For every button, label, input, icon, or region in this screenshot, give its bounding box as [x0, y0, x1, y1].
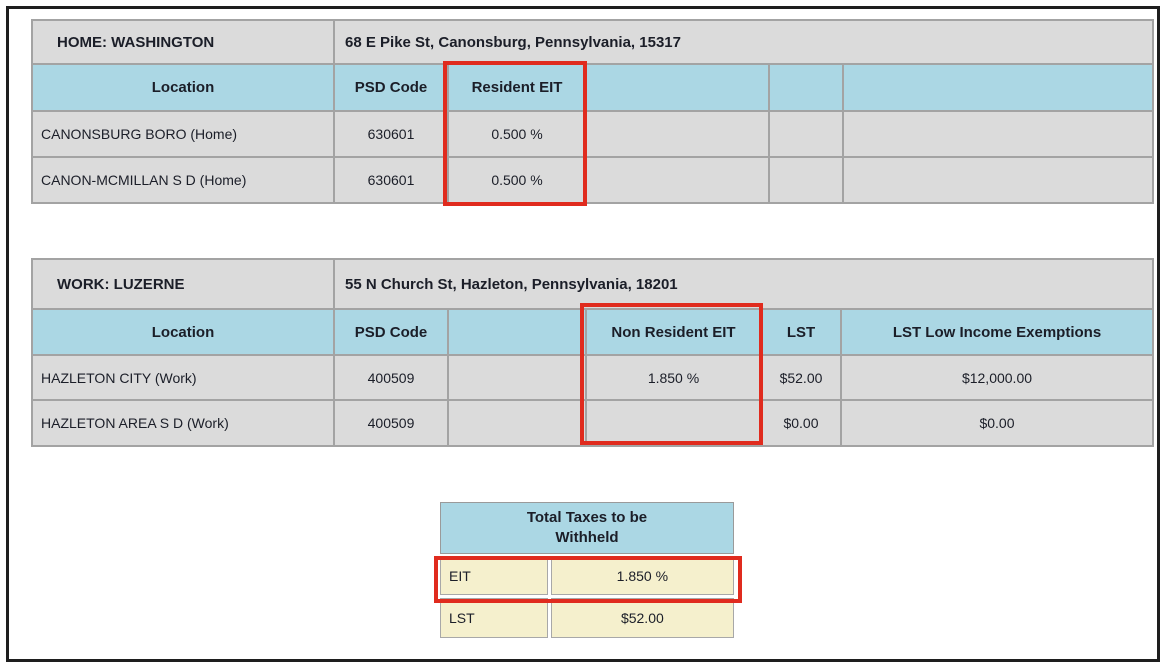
table-row: HAZLETON AREA S D (Work) 400509 $0.00 $0…: [31, 399, 1154, 447]
home-row2-psd-code: 630601: [333, 156, 449, 204]
home-header-row: Location PSD Code Resident EIT: [31, 63, 1154, 112]
work-row1-location: HAZLETON CITY (Work): [31, 354, 335, 401]
work-row2-non-resident-eit: [585, 399, 762, 447]
home-section-label: HOME: WASHINGTON: [31, 19, 335, 65]
home-row2-empty-3: [842, 156, 1154, 204]
home-row2-empty-2: [768, 156, 844, 204]
home-header-location: Location: [31, 63, 335, 112]
work-row1-psd-code: 400509: [333, 354, 449, 401]
work-header-row: Location PSD Code Non Resident EIT LST L…: [31, 308, 1154, 356]
totals-header-row: Total Taxes to be Withheld: [440, 502, 734, 554]
home-header-empty-3: [842, 63, 1154, 112]
work-address: 55 N Church St, Hazleton, Pennsylvania, …: [333, 258, 1154, 310]
work-section-label: WORK: LUZERNE: [31, 258, 335, 310]
work-row2-lst: $0.00: [760, 399, 842, 447]
home-header-empty-2: [768, 63, 844, 112]
home-row1-empty-3: [842, 110, 1154, 158]
home-row1-empty-2: [768, 110, 844, 158]
totals-title: Total Taxes to be Withheld: [440, 502, 734, 554]
work-row2-location: HAZLETON AREA S D (Work): [31, 399, 335, 447]
work-row2-lst-exemptions: $0.00: [840, 399, 1154, 447]
home-row2-location: CANON-MCMILLAN S D (Home): [31, 156, 335, 204]
home-row1-empty-1: [585, 110, 770, 158]
work-header-location: Location: [31, 308, 335, 356]
work-header-empty: [447, 308, 587, 356]
home-row2-resident-eit: 0.500 %: [447, 156, 587, 204]
totals-eit-row: EIT 1.850 %: [440, 557, 734, 595]
table-row: CANONSBURG BORO (Home) 630601 0.500 %: [31, 110, 1154, 158]
totals-eit-label: EIT: [440, 557, 548, 595]
table-row: HAZLETON CITY (Work) 400509 1.850 % $52.…: [31, 354, 1154, 401]
work-header-lst: LST: [760, 308, 842, 356]
totals-eit-value: 1.850 %: [550, 557, 734, 595]
work-row2-empty: [447, 399, 587, 447]
work-header-psd-code: PSD Code: [333, 308, 449, 356]
totals-lst-row: LST $52.00: [440, 598, 734, 638]
work-row1-lst: $52.00: [760, 354, 842, 401]
totals-lst-label: LST: [440, 598, 548, 638]
work-row1-empty: [447, 354, 587, 401]
home-address-row: HOME: WASHINGTON 68 E Pike St, Canonsbur…: [31, 19, 1154, 65]
home-header-resident-eit: Resident EIT: [447, 63, 587, 112]
work-row1-non-resident-eit: 1.850 %: [585, 354, 762, 401]
home-row1-resident-eit: 0.500 %: [447, 110, 587, 158]
home-row1-location: CANONSBURG BORO (Home): [31, 110, 335, 158]
home-row2-empty-1: [585, 156, 770, 204]
table-row: CANON-MCMILLAN S D (Home) 630601 0.500 %: [31, 156, 1154, 204]
work-header-lst-exemptions: LST Low Income Exemptions: [840, 308, 1154, 356]
work-header-non-resident-eit: Non Resident EIT: [585, 308, 762, 356]
work-row2-psd-code: 400509: [333, 399, 449, 447]
home-address: 68 E Pike St, Canonsburg, Pennsylvania, …: [333, 19, 1154, 65]
home-header-empty-1: [585, 63, 770, 112]
work-address-row: WORK: LUZERNE 55 N Church St, Hazleton, …: [31, 258, 1154, 310]
work-tax-table: WORK: LUZERNE 55 N Church St, Hazleton, …: [31, 258, 1154, 447]
home-row1-psd-code: 630601: [333, 110, 449, 158]
home-header-psd-code: PSD Code: [333, 63, 449, 112]
totals-lst-value: $52.00: [550, 598, 734, 638]
home-tax-table: HOME: WASHINGTON 68 E Pike St, Canonsbur…: [31, 19, 1154, 204]
total-taxes-table: Total Taxes to be Withheld EIT 1.850 % L…: [437, 499, 737, 641]
work-row1-lst-exemptions: $12,000.00: [840, 354, 1154, 401]
